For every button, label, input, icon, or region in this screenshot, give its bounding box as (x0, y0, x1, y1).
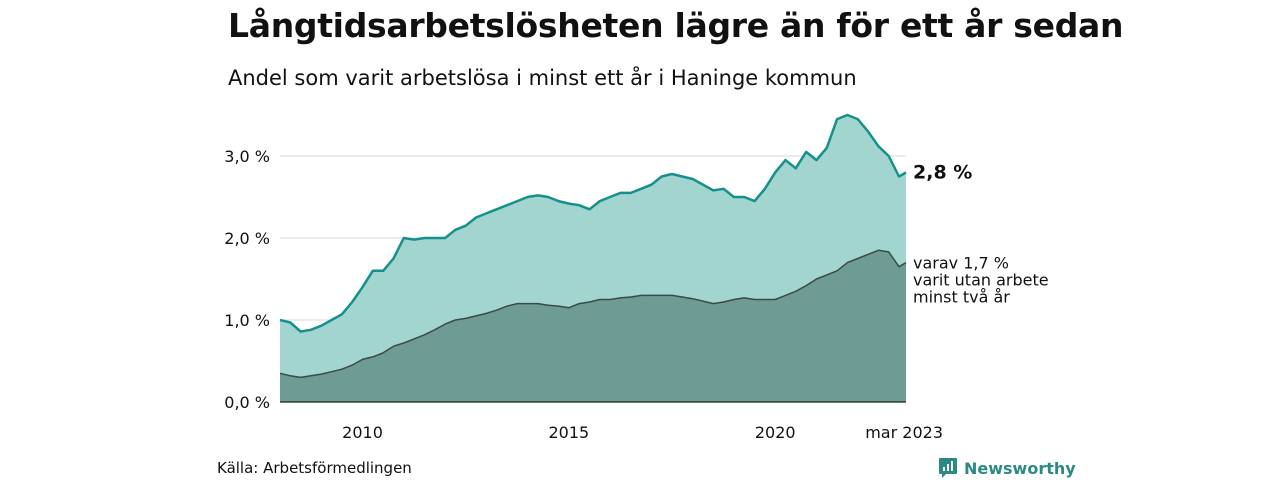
page-subtitle: Andel som varit arbetslösa i minst ett å… (228, 66, 857, 90)
x-tick-label: 2020 (755, 423, 796, 442)
brand-logo[interactable]: Newsworthy (938, 457, 1076, 479)
series-two-year-area (280, 250, 906, 402)
y-tick-label: 0,0 % (224, 393, 270, 412)
x-tick-label: 2010 (342, 423, 383, 442)
total-end-label: 2,8 % (913, 161, 972, 183)
x-tick-label: 2015 (549, 423, 590, 442)
series-two-year-line (279, 249, 907, 379)
brand-name: Newsworthy (964, 458, 1076, 478)
y-tick-label: 2,0 % (224, 229, 270, 248)
axes: 0,0 % 1,0 % 2,0 % 3,0 % 2010 2015 2020 mar 2023 (224, 147, 943, 442)
y-tick-label: 1,0 % (224, 311, 270, 330)
series-areas (279, 113, 907, 402)
two-year-end-label: varit utan arbete (913, 271, 1049, 290)
newsworthy-logo-icon (939, 458, 957, 478)
two-year-end-label: varav 1,7 % (913, 254, 1009, 273)
source-note: Källa: Arbetsförmedlingen (217, 459, 412, 477)
x-tick-label: mar 2023 (865, 423, 943, 442)
series-total-line (279, 113, 907, 333)
page-title: Långtidsarbetslösheten lägre än för ett … (228, 6, 1124, 45)
y-tick-label: 3,0 % (224, 147, 270, 166)
two-year-end-label: minst två år (913, 288, 1010, 307)
